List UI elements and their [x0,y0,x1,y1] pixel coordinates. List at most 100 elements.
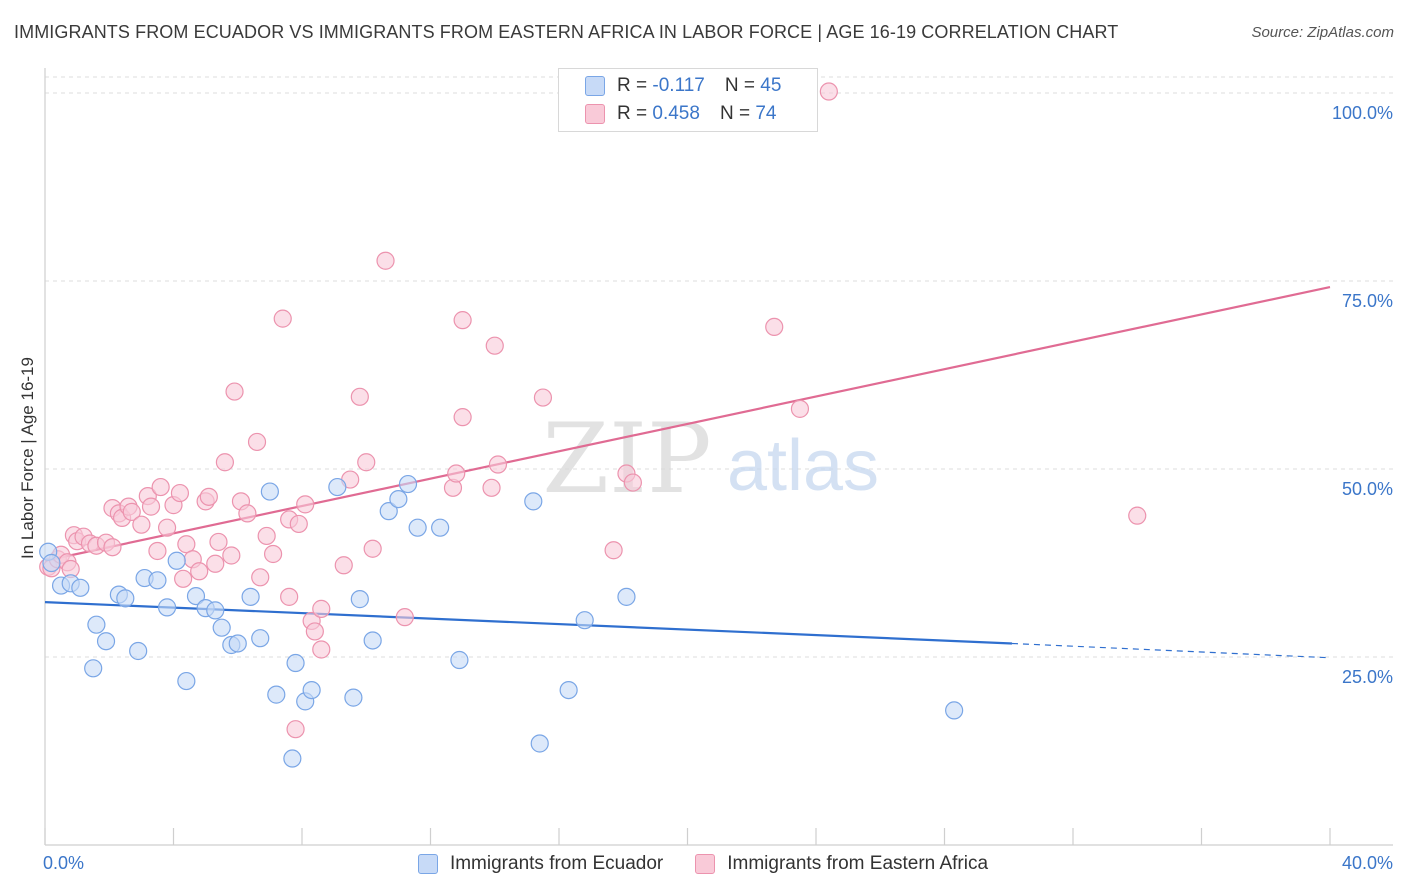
y-tick-label: 25.0% [1342,667,1393,687]
eastern-africa-point [485,336,504,355]
ecuador-point [302,680,321,700]
ecuador-point [228,634,247,653]
ecuador-point [389,489,408,509]
source-credit: Source: ZipAtlas.com [1251,24,1394,41]
legend-label-eastern-africa: Immigrants from Eastern Africa [727,853,989,874]
ecuador-point [96,632,116,651]
r-label: R = [617,75,648,96]
eastern-africa-point [305,622,324,641]
eastern-africa-point [604,541,623,560]
eastern-africa-point [132,515,151,534]
ecuador-r-value: -0.117 [652,75,705,96]
eastern-africa-r-value: 0.458 [652,103,700,124]
ecuador-point [344,688,363,707]
ecuador-point [71,578,90,597]
eastern-africa-point [312,599,331,618]
ecuador-point [186,587,206,606]
blue-swatch-icon [417,854,438,874]
ecuador-point [116,589,135,608]
x-tick-label-min: 0.0% [43,853,84,873]
eastern-africa-point [819,82,838,101]
n-label: N = [724,75,755,96]
eastern-africa-point [222,546,241,565]
eastern-africa-n-value: 74 [755,103,777,124]
legend-item-ecuador[interactable]: Immigrants from Ecuador [417,853,663,875]
eastern-africa-point [247,432,267,452]
eastern-africa-point [1128,506,1147,525]
x-tick-label-max: 40.0% [1342,853,1393,873]
eastern-africa-point [447,464,466,483]
ecuador-point [431,518,450,537]
ecuador-point [617,587,636,606]
eastern-africa-point [623,473,642,492]
eastern-africa-point [157,518,177,537]
eastern-africa-point [765,317,784,336]
eastern-africa-point [376,251,395,270]
watermark-atlas: atlas [727,426,879,506]
eastern-africa-trend-line [44,285,1331,562]
ecuador-point [945,701,964,720]
legend-row-ecuador: R = -0.117 N = 45 [585,73,781,99]
ecuador-n-value: 45 [760,75,782,96]
eastern-africa-point [273,309,292,328]
eastern-africa-point [280,587,299,606]
eastern-africa-point [363,539,382,558]
eastern-africa-point [148,541,167,561]
eastern-africa-point [103,538,122,557]
eastern-africa-point [395,608,414,627]
eastern-africa-point [296,495,315,514]
ecuador-point [206,601,225,620]
y-tick-label: 50.0% [1342,479,1393,499]
eastern-africa-point [263,544,283,564]
ecuador-point [559,680,578,700]
y-tick-label: 75.0% [1342,291,1393,311]
ecuador-point [363,631,382,650]
eastern-africa-point [257,526,276,546]
ecuador-point [398,474,418,494]
ecuador-trend-line [44,601,1013,645]
pink-swatch-icon [585,104,605,124]
eastern-africa-point [482,478,501,497]
ecuador-point [167,551,186,570]
ecuador-point [350,590,369,609]
eastern-africa-point [790,399,810,418]
eastern-africa-point [350,387,369,406]
legend-row-eastern-africa: R = 0.458 N = 74 [585,101,776,127]
ecuador-point [450,650,469,670]
eastern-africa-point [174,569,193,588]
ecuador-point [524,492,543,511]
eastern-africa-point [238,504,257,523]
gridlines [45,76,1393,658]
ecuador-point [87,615,106,634]
eastern-africa-point [141,497,161,516]
ecuador-point [575,611,594,630]
ecuador-point [408,518,427,537]
y-axis-label: In Labor Force | Age 16-19 [18,357,37,559]
eastern-africa-point [209,532,228,552]
ecuador-trend-extension [1011,642,1331,659]
series-legend: Immigrants from Ecuador Immigrants from … [0,851,1406,877]
ecuador-point [148,571,167,590]
ecuador-point [328,477,347,497]
axes [44,68,1393,846]
eastern-africa-point [488,455,508,474]
ecuador-point [530,734,549,753]
eastern-africa-point [289,514,308,534]
ecuador-point [42,553,61,573]
eastern-africa-point [151,477,170,497]
eastern-africa-point [170,483,190,503]
legend-item-eastern-africa[interactable]: Immigrants from Eastern Africa [695,853,988,875]
eastern-africa-point [286,720,305,739]
pink-swatch-icon [695,854,716,874]
ecuador-point [283,749,302,768]
chart-title: IMMIGRANTS FROM ECUADOR VS IMMIGRANTS FR… [14,22,1119,42]
watermark-zip: ZIP [542,403,711,515]
eastern-africa-point [177,535,196,554]
ecuador-point [286,653,305,673]
r-label: R = [617,103,648,124]
eastern-africa-point [312,640,331,659]
n-label: N = [719,103,751,124]
ecuador-point [379,502,398,521]
stats-legend: R = -0.117 N = 45 R = 0.458 N = 74 [558,68,818,132]
